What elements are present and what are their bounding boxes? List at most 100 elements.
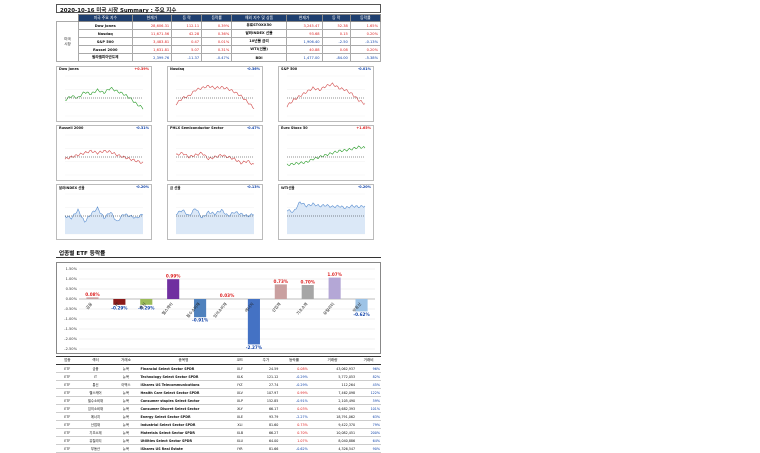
- summary-cell: 0.15: [321, 29, 351, 38]
- mini-chart-header: 금 선물 -0.13%: [168, 185, 262, 190]
- etf-bar: [247, 299, 260, 345]
- mini-chart-line: [175, 151, 255, 165]
- etf-table-cell: 뉴욕: [112, 412, 140, 421]
- etf-table-cell: ETF: [56, 372, 79, 381]
- etf-col-header: 업종: [56, 356, 79, 365]
- summary-cell: 3,483.81: [131, 37, 173, 46]
- mini-chart-area: [65, 206, 143, 234]
- summary-cell: 0.47: [171, 37, 203, 46]
- mini-chart-title: 금 선물: [170, 186, 181, 190]
- etf-bar-category-label: 금융: [85, 301, 94, 310]
- index-mini-chart: S&P 500 -0.01%: [278, 66, 374, 122]
- etf-bar: [328, 277, 341, 299]
- mini-chart-line: [64, 87, 144, 110]
- summary-cell: -84.00: [321, 53, 351, 62]
- etf-table-cell: 아멕스: [112, 380, 140, 389]
- etf-table-cell: 뉴욕: [112, 372, 140, 381]
- etf-table-cell: 93.79: [252, 412, 280, 421]
- mini-chart-plot: [64, 193, 144, 235]
- summary-col-header: 현재가: [131, 14, 173, 22]
- etf-bar-chart-frame: 1.50% 1.00% 0.50% 0.00% -0.50% -1.00% -1.50% -2…: [56, 262, 381, 354]
- etf-table-cell: iShares US Telecommunications: [139, 380, 228, 389]
- etf-table-cell: 기초소재: [78, 428, 113, 437]
- mini-chart-plot: [175, 193, 255, 235]
- mini-chart-title: WTI선물: [281, 186, 295, 190]
- etf-table-row: ETF IT 뉴욕 Technology Select Sector SPDR XLK 1…: [56, 372, 381, 381]
- summary-cell: 1,477.00: [285, 53, 323, 62]
- etf-col-header: 종목명: [139, 356, 228, 365]
- index-mini-chart: Nasdaq -0.36%: [167, 66, 263, 122]
- mini-chart-area: [176, 208, 254, 234]
- mini-chart-plot: [286, 193, 366, 235]
- summary-cell: 0.39%: [201, 21, 233, 30]
- etf-table-cell: 18,791,062: [308, 412, 357, 421]
- mini-chart-header: S&P 500 -0.01%: [279, 67, 373, 72]
- etf-table-cell: ETF: [56, 428, 79, 437]
- summary-col-header: 현재가: [285, 14, 323, 22]
- etf-bar-category-label: 헬스케어: [160, 301, 174, 316]
- summary-col-header: 등 락: [171, 14, 203, 22]
- etf-bar-value-label: -0.29%: [138, 305, 155, 310]
- index-mini-chart: WTI선물 -0.20%: [278, 184, 374, 240]
- etf-bar: [86, 297, 99, 299]
- summary-cell: 112.11: [171, 21, 203, 30]
- etf-table-cell: Financial Select Sector SPDR: [139, 364, 228, 373]
- etf-table-row: ETF 필수소비재 뉴욕 Consumer staples Select Sector…: [56, 396, 381, 405]
- etf-bar-value-label: -0.29%: [111, 305, 128, 310]
- mini-chart-change: -0.36%: [246, 67, 260, 71]
- bar-ytick-label: -2.50%: [64, 347, 77, 351]
- etf-table-cell: 112,264: [308, 380, 357, 389]
- etf-bar: [194, 299, 207, 318]
- report-title: 2020-10-16 미국 시장 Summary : 주요 지수: [56, 4, 381, 14]
- etf-table-cell: Technology Select Sector SPDR: [139, 372, 228, 381]
- summary-cell: 1,631.81: [131, 45, 173, 54]
- mini-chart-header: PHLX Semiconductor Sector -0.47%: [168, 126, 262, 131]
- report-page: 2020-10-16 미국 시장 Summary : 주요 지수 미국 주요 지…: [56, 4, 382, 453]
- etf-table-cell: 뉴욕: [112, 396, 140, 405]
- etf-table-cell: 122%: [356, 388, 381, 397]
- summary-cell: Nasdaq: [78, 29, 133, 38]
- etf-bar-category-label: 산업재: [270, 301, 282, 314]
- etf-table-cell: 43,062,937: [308, 364, 357, 373]
- etf-table-cell: 2,105,490: [308, 396, 357, 405]
- etf-bar-value-label: 1.07%: [327, 272, 342, 277]
- etf-table-cell: 뉴욕: [112, 364, 140, 373]
- bar-ytick-label: -1.50%: [64, 327, 77, 331]
- etf-table-cell: 107.97: [252, 388, 280, 397]
- summary-cell: 0.36%: [201, 29, 233, 38]
- etf-table-cell: 0.08%: [279, 364, 309, 373]
- summary-cell: -11.37: [171, 53, 203, 62]
- mini-chart-header: Nasdaq -0.36%: [168, 67, 262, 72]
- etf-bar: [140, 299, 153, 305]
- summary-cell: 0.20%: [349, 29, 382, 38]
- etf-table-cell: Utilities Select Sector SPDR: [139, 436, 228, 445]
- summary-cell: -0.47%: [201, 53, 233, 62]
- summary-col-header: 등 락: [321, 14, 351, 22]
- summary-cell: 28,606.31: [131, 21, 173, 30]
- etf-bar-category-label: 임의소비재: [211, 301, 228, 319]
- mini-chart-line: [286, 82, 366, 108]
- etf-bar: [167, 279, 180, 299]
- etf-table-cell: 금융: [78, 364, 113, 373]
- mini-chart-change: +1.65%: [356, 126, 371, 130]
- index-mini-chart: 달러INDEX 선물 -0.20%: [56, 184, 152, 240]
- summary-row: 미국 시장 Dow Jones 28,606.31 112.11 0.39% 유로STOX…: [56, 21, 382, 62]
- mini-chart-change: -0.20%: [135, 185, 149, 189]
- etf-table-cell: 0.70%: [279, 428, 309, 437]
- index-mini-chart: Russell 2000 -0.31%: [56, 125, 152, 181]
- summary-cell: 52.38: [321, 21, 351, 30]
- etf-table-cell: -2.27%: [279, 412, 309, 421]
- etf-table-cell: -0.29%: [279, 372, 309, 381]
- mini-chart-header: Dow Jones +0.39%: [57, 67, 151, 72]
- etf-table-cell: 유틸리티: [78, 436, 113, 445]
- etf-table-row: ETF 산업재 뉴욕 Industrial Select Sector SPDR XLI…: [56, 420, 381, 429]
- summary-cell: 3,245.47: [285, 21, 323, 30]
- index-mini-chart: PHLX Semiconductor Sector -0.47%: [167, 125, 263, 181]
- summary-col-header: 미국 주요 지수: [78, 14, 133, 22]
- etf-bar: [355, 299, 368, 312]
- index-mini-chart: 금 선물 -0.13%: [167, 184, 263, 240]
- summary-cell: BDI: [231, 53, 287, 62]
- etf-table-cell: 96%: [356, 364, 381, 373]
- summary-col-header: 등락률: [349, 14, 382, 22]
- summary-cell: 5.07: [171, 45, 203, 54]
